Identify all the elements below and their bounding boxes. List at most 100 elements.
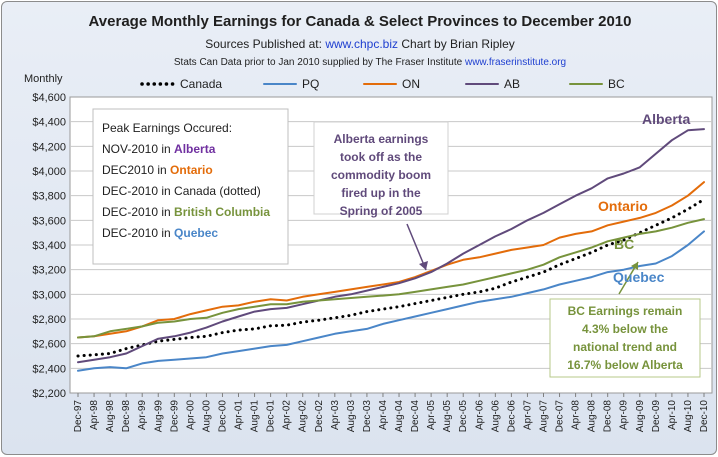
x-tick-label: Apr-08	[571, 400, 582, 430]
alberta-boom-arrow	[406, 223, 427, 271]
legend-label-ab: AB	[504, 77, 520, 91]
x-tick-label: Apr-99	[137, 400, 148, 430]
series-layer	[76, 128, 706, 372]
x-tick-labels: Dec-97 Apr-98 Aug-98 Dec-98 Apr-99 Aug-99 Dec-…	[73, 393, 710, 432]
series-line-canada	[76, 197, 706, 358]
alberta-boom-annotation: Alberta earnings took off as the commodi…	[313, 121, 449, 271]
bc-note-line-3: national trend and	[573, 340, 677, 354]
y-tick-label: $2,600	[32, 339, 66, 351]
y-tick-label: $2,800	[32, 314, 66, 326]
peak-line-5-prefix: DEC-2010 in	[102, 226, 174, 240]
x-tick-label: Aug-09	[635, 400, 646, 433]
alberta-boom-line-5: Spring of 2005	[340, 204, 423, 218]
x-tick-label: Apr-04	[378, 400, 389, 430]
legend-label-pq: PQ	[302, 77, 319, 91]
series-line-on	[77, 181, 705, 339]
fraser-link[interactable]: www.fraserinstitute.org	[464, 57, 566, 68]
x-tick-label: Aug-02	[298, 400, 309, 433]
x-tick-label: Aug-00	[201, 400, 212, 433]
alberta-boom-frame	[313, 121, 449, 215]
peak-line-1-place: Alberta	[174, 142, 216, 156]
peak-line-4-place: British Columbia	[174, 205, 270, 219]
x-tick-label: Dec-97	[73, 400, 84, 433]
alberta-boom-line-3: commodity boom	[331, 168, 431, 182]
series-line-ab	[77, 128, 705, 364]
peak-line-3: DEC-2010 in Canada (dotted)	[102, 184, 261, 198]
bc-note-line-1: BC Earnings remain	[568, 304, 683, 318]
x-tick-label: Apr-02	[282, 400, 293, 430]
peak-line-4: DEC-2010 in British Columbia	[102, 205, 270, 219]
x-tick-label: Dec-06	[506, 400, 517, 433]
alberta-series-label: Alberta	[642, 111, 690, 127]
source-line: Stats Can Data prior to Jan 2010 supplie…	[174, 57, 566, 68]
x-tick-label: Apr-03	[330, 400, 341, 430]
alberta-boom-arrow-head	[419, 261, 428, 270]
x-tick-label: Dec-01	[266, 400, 277, 433]
y-tick-label: $4,400	[32, 117, 66, 129]
x-tick-label: Aug-07	[538, 400, 549, 433]
y-tick-label: $3,600	[32, 215, 66, 227]
alberta-boom-line-2: took off as the	[340, 150, 422, 164]
y-tick-label: $2,200	[32, 388, 66, 400]
x-tick-label: Aug-04	[394, 400, 405, 433]
x-tick-label: Aug-06	[490, 400, 501, 433]
x-tick-label: Aug-98	[105, 400, 116, 433]
x-tick-label: Dec-03	[362, 400, 373, 433]
peak-box-frame	[92, 108, 289, 265]
x-tick-label: Apr-09	[619, 400, 630, 430]
y-tick-label: $3,400	[32, 240, 66, 252]
x-tick-label: Dec-10	[699, 400, 710, 433]
x-tick-label: Apr-98	[89, 400, 100, 430]
chpc-link[interactable]: www.chpc.biz	[324, 37, 398, 51]
alberta-boom-line-1: Alberta earnings	[334, 132, 429, 146]
peak-line-1: NOV-2010 in Alberta	[102, 142, 216, 156]
legend-label-canada: Canada	[180, 77, 222, 91]
x-tick-label: Dec-09	[651, 400, 662, 433]
x-tick-label: Aug-05	[442, 400, 453, 433]
x-tick-label: Apr-10	[667, 400, 678, 430]
y-tick-label: $4,000	[32, 166, 66, 178]
source-text: Stats Can Data prior to Jan 2010 supplie…	[174, 57, 463, 68]
series-line-pq	[77, 230, 705, 372]
x-tick-label: Apr-06	[474, 400, 485, 430]
bc-note-line-4: 16.7% below Alberta	[567, 358, 683, 372]
peak-line-5: DEC-2010 in Quebec	[102, 226, 218, 240]
bc-series-label: BC	[614, 236, 634, 252]
x-tick-label: Dec-98	[121, 400, 132, 433]
x-tick-label: Dec-00	[217, 400, 228, 433]
chart-subtitle: Sources Published at: www.chpc.biz Chart…	[205, 37, 515, 51]
y-tick-label: $3,800	[32, 191, 66, 203]
chart-title: Average Monthly Earnings for Canada & Se…	[89, 13, 632, 30]
peak-line-2: DEC2010 in Ontario	[102, 163, 213, 177]
peak-line-2-prefix: DEC2010 in	[102, 163, 170, 177]
quebec-series-label: Quebec	[613, 269, 665, 285]
ontario-series-label: Ontario	[598, 198, 648, 214]
x-tick-label: Aug-10	[683, 400, 694, 433]
series-line-bc	[77, 218, 705, 339]
peak-line-2-place: Ontario	[170, 163, 213, 177]
y-tick-label: $4,600	[32, 92, 66, 104]
subtitle-prefix: Sources Published at:	[205, 37, 322, 51]
peak-line-3-prefix: DEC-2010 in Canada (dotted)	[102, 184, 261, 198]
legend: Canada PQ ON AB BC	[140, 77, 625, 91]
subtitle-suffix: Chart by Brian Ripley	[401, 37, 514, 51]
x-tick-label: Dec-05	[458, 400, 469, 433]
legend-label-bc: BC	[608, 77, 625, 91]
peak-line-1-prefix: NOV-2010 in	[102, 142, 174, 156]
x-tick-label: Aug-99	[153, 400, 164, 433]
x-tick-label: Dec-07	[555, 400, 566, 433]
x-tick-label: Apr-00	[185, 400, 196, 430]
x-tick-label: Dec-08	[603, 400, 614, 433]
peak-line-4-prefix: DEC-2010 in	[102, 205, 174, 219]
bc-note-line-2: 4.3% below the	[582, 322, 668, 336]
bc-note-annotation: BC Earnings remain 4.3% below the nation…	[549, 261, 701, 378]
y-tick-label: $3,200	[32, 265, 66, 277]
peak-earnings-box: Peak Earnings Occured: NOV-2010 in Alber…	[92, 108, 289, 265]
x-tick-label: Aug-08	[587, 400, 598, 433]
x-tick-label: Dec-02	[314, 400, 325, 433]
legend-label-on: ON	[402, 77, 420, 91]
x-tick-label: Apr-05	[426, 400, 437, 430]
peak-heading: Peak Earnings Occured:	[102, 121, 232, 135]
